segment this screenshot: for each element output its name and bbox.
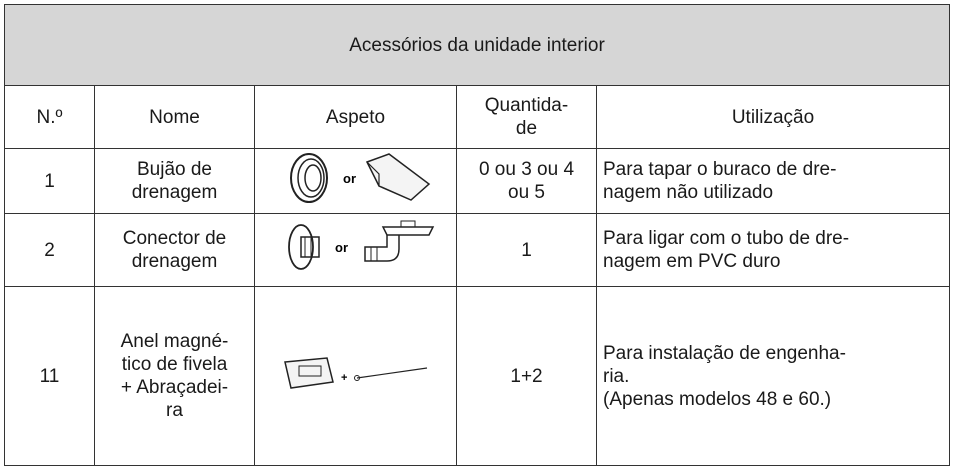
separator-text: or [335, 240, 348, 255]
separator-text: + [341, 372, 347, 384]
text-line: ria. [603, 365, 630, 387]
text-line: 1+2 [510, 365, 543, 387]
header-cell: Aspeto [254, 85, 457, 149]
number-cell: 11 [4, 286, 95, 466]
aspect-cell: or [254, 213, 457, 287]
table-title: Acessórios da unidade interior [4, 4, 950, 86]
text-line: Para tapar o buraco de dre- [603, 159, 837, 180]
name-cell: Conector de drenagem [94, 213, 255, 287]
quantity-cell: 1 [456, 213, 597, 287]
header-cell: Quantida-de [456, 85, 597, 149]
separator-text: or [343, 171, 356, 186]
accessories-table: Acessórios da unidade interior N.º Nome … [4, 4, 950, 466]
header-cell: Nome [94, 85, 255, 149]
drain-plug-illustration: or [289, 153, 430, 203]
header-line: de [515, 118, 538, 139]
text-line: ou 5 [508, 182, 545, 203]
text-line: drenagem [131, 182, 218, 203]
text-line: nagem não utilizado [603, 182, 774, 203]
text-line: (Apenas modelos 48 e 60.) [603, 388, 832, 410]
text-line: Conector de [122, 228, 227, 249]
text-line: ra [166, 400, 183, 421]
aspect-cell: or [254, 148, 457, 214]
number-cell: 2 [4, 213, 95, 287]
use-cell: Para instalação de engenha-ria. (Apenas m… [596, 286, 950, 466]
use-cell: Para ligar com o tubo de dre-nagem em PV… [596, 213, 950, 287]
text-line: 1 [521, 239, 532, 261]
text-line: nagem em PVC duro [603, 251, 781, 272]
header-cell: N.º [4, 85, 95, 149]
header-cell: Utilização [596, 85, 950, 149]
text-line: Bujão de [136, 159, 212, 180]
text-line: 0 ou 3 ou 4 [478, 159, 575, 180]
text-line: Anel magné- [120, 331, 229, 352]
magnetic-ring-illustration: + [283, 357, 427, 389]
text-line: Para instalação de engenha- [603, 342, 846, 364]
aspect-cell: + [254, 286, 457, 466]
name-cell: Bujão de drenagem [94, 148, 255, 214]
quantity-cell: 0 ou 3 ou 4 ou 5 [456, 148, 597, 214]
drain-connector-illustration: or [287, 220, 434, 270]
text-line: + Abraçadei- [120, 377, 229, 398]
text-line: tico de fivela [121, 354, 228, 375]
use-cell: Para tapar o buraco de dre-nagem não uti… [596, 148, 950, 214]
text-line: drenagem [131, 251, 218, 272]
number-cell: 1 [4, 148, 95, 214]
header-line: Quantida- [484, 95, 569, 116]
text-line: Para ligar com o tubo de dre- [603, 228, 850, 249]
quantity-cell: 1+2 [456, 286, 597, 466]
name-cell: Anel magné-tico de fivela + Abraçadei-ra [94, 286, 255, 466]
